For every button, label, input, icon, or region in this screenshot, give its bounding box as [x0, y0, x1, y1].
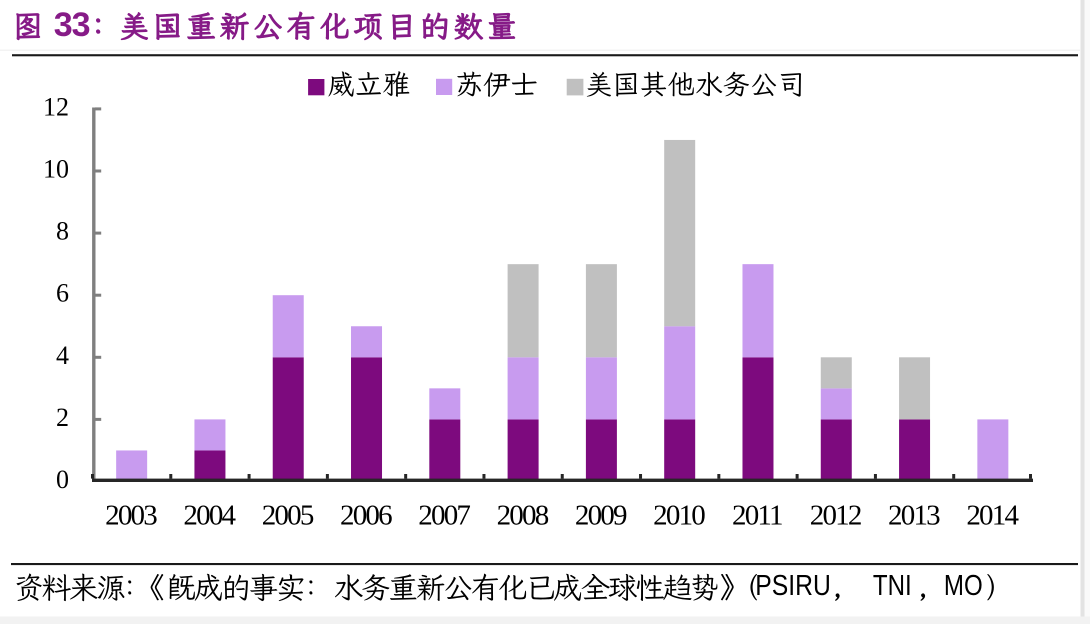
svg-text:6: 6 [56, 279, 69, 308]
svg-text:33: 33 [54, 6, 90, 44]
svg-text:2012: 2012 [810, 500, 861, 532]
svg-text:8: 8 [56, 217, 69, 246]
svg-text:2010: 2010 [653, 500, 705, 532]
svg-text:PSIRU: PSIRU [755, 570, 831, 602]
svg-text:2009: 2009 [575, 500, 627, 532]
svg-text:2011: 2011 [732, 500, 782, 532]
svg-text:2003: 2003 [105, 500, 157, 532]
svg-text:MO: MO [944, 570, 983, 602]
svg-text:2013: 2013 [888, 500, 940, 532]
svg-text:TNI: TNI [873, 570, 912, 602]
svg-text:2014: 2014 [966, 500, 1019, 532]
svg-text:2008: 2008 [497, 500, 549, 532]
svg-text:12: 12 [43, 92, 69, 121]
svg-text:2005: 2005 [262, 500, 314, 532]
svg-text:2007: 2007 [418, 500, 470, 532]
svg-text:4: 4 [56, 341, 69, 370]
svg-text:10: 10 [43, 155, 69, 184]
svg-text:0: 0 [56, 465, 69, 494]
svg-text:2006: 2006 [340, 500, 392, 532]
svg-text:2004: 2004 [183, 500, 236, 532]
svg-text:2: 2 [56, 403, 69, 432]
